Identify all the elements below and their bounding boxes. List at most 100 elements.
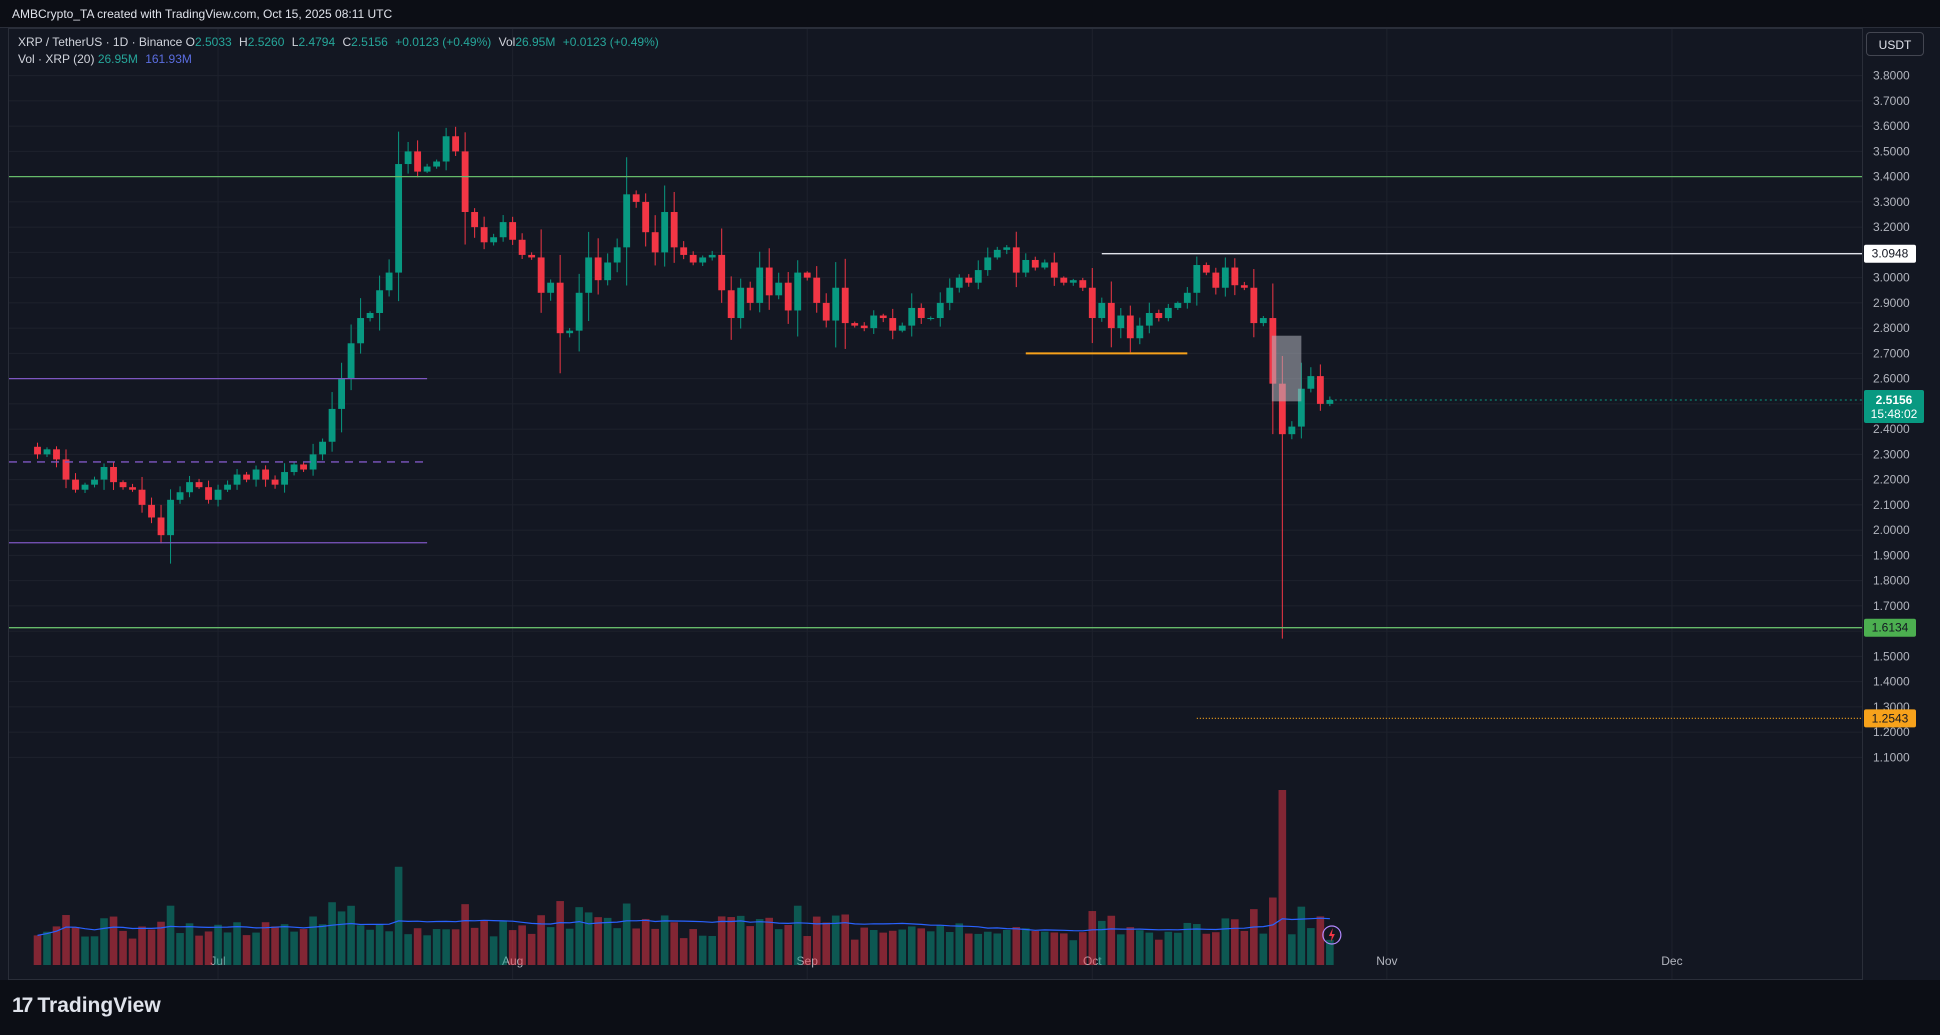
volume-bar bbox=[43, 931, 51, 965]
candle-body bbox=[290, 464, 298, 473]
candle-body bbox=[765, 267, 773, 296]
volume-bar bbox=[698, 935, 707, 965]
volume-bar bbox=[309, 916, 317, 965]
y-tick-label: 1.2000 bbox=[1873, 725, 1910, 739]
footer-bar bbox=[0, 980, 1940, 1035]
volume-bar bbox=[860, 927, 869, 965]
candle-body bbox=[338, 378, 346, 409]
volume-bar bbox=[33, 935, 42, 965]
volume-bar bbox=[100, 918, 108, 965]
volume-bar bbox=[993, 933, 1002, 965]
volume-bar bbox=[1326, 939, 1334, 965]
candle-body bbox=[1193, 265, 1201, 293]
candle-body bbox=[1250, 287, 1258, 324]
candle-body bbox=[585, 257, 593, 293]
price-chart[interactable]: 3.8000 3.7000 3.6000 3.5000 3.4000 3.3000 3.20… bbox=[0, 0, 1940, 980]
y-tick-label: 1.9000 bbox=[1873, 548, 1910, 562]
volume-bar bbox=[1107, 915, 1116, 965]
candle-body bbox=[594, 257, 602, 281]
candle-body bbox=[376, 290, 384, 313]
candle-body bbox=[1069, 280, 1077, 283]
candle-body bbox=[699, 257, 707, 263]
volume-bar bbox=[451, 929, 460, 965]
volume-bar bbox=[290, 931, 298, 965]
volume-bar bbox=[423, 935, 431, 965]
volume-bar bbox=[869, 930, 878, 965]
volume-bar bbox=[888, 930, 897, 965]
candle-body bbox=[461, 151, 469, 213]
candle-body bbox=[1117, 315, 1125, 329]
candle-body bbox=[1240, 285, 1248, 288]
volume-bar bbox=[584, 912, 593, 965]
candle-body bbox=[965, 277, 973, 283]
candle-body bbox=[537, 257, 545, 293]
x-tick-label: Dec bbox=[1661, 954, 1682, 968]
y-tick-label: 3.2000 bbox=[1873, 220, 1910, 234]
candle-body bbox=[490, 237, 498, 243]
candle-body bbox=[1107, 302, 1115, 329]
volume-bar bbox=[109, 916, 118, 965]
grid-layer bbox=[9, 29, 1862, 979]
volume-bar bbox=[204, 931, 213, 965]
brand-name: TradingView bbox=[37, 994, 161, 1017]
candle-body bbox=[110, 466, 117, 483]
chart-legend: XRP / TetherUS · 1D · Binance O2.5033 H2… bbox=[18, 34, 663, 68]
candle-body bbox=[452, 136, 460, 152]
candle-body bbox=[148, 504, 155, 518]
volume-bar bbox=[252, 932, 260, 965]
volume-bar bbox=[214, 924, 222, 965]
candle-body bbox=[575, 292, 583, 331]
volume-bar bbox=[708, 935, 716, 965]
volume-bar bbox=[812, 916, 821, 965]
candle-body bbox=[708, 254, 716, 258]
candle-body bbox=[1278, 383, 1286, 435]
volume-bar bbox=[328, 902, 336, 965]
chart-pane[interactable] bbox=[8, 28, 1863, 980]
y-tick-label: 2.6000 bbox=[1873, 372, 1910, 386]
level-price-tag bbox=[1864, 618, 1916, 637]
volume-bar bbox=[1231, 919, 1239, 965]
volume-bar bbox=[689, 929, 697, 965]
volume-bar bbox=[442, 929, 450, 965]
candle-body bbox=[737, 287, 745, 319]
level-price-label: 3.0948 bbox=[1872, 247, 1909, 261]
volume-bar bbox=[926, 931, 935, 965]
candle-body bbox=[129, 487, 136, 490]
volume-bar bbox=[461, 904, 469, 965]
volume-bar bbox=[983, 931, 992, 965]
candle-body bbox=[433, 161, 441, 167]
candle-body bbox=[1050, 262, 1058, 278]
candle-body bbox=[281, 472, 288, 485]
volume-bar bbox=[1012, 927, 1021, 965]
volume-bar bbox=[736, 915, 745, 965]
candle-body bbox=[1231, 267, 1239, 286]
legend-price-row[interactable]: XRP / TetherUS · 1D · Binance O2.5033 H2… bbox=[18, 34, 663, 51]
tradingview-brand[interactable]: 17 TradingView bbox=[12, 994, 161, 1018]
volume-bar bbox=[1088, 911, 1097, 965]
candle-body bbox=[34, 446, 41, 455]
candle-body bbox=[870, 315, 878, 329]
volume-bar bbox=[774, 929, 783, 965]
volume-bar bbox=[746, 926, 755, 965]
volume-bar bbox=[356, 925, 365, 965]
volume-bar bbox=[128, 938, 137, 965]
x-tick-label: Nov bbox=[1376, 954, 1397, 968]
volume-bar bbox=[670, 922, 678, 965]
y-tick-label: 3.4000 bbox=[1873, 170, 1910, 184]
candle-body bbox=[1164, 307, 1172, 319]
candle-body bbox=[195, 482, 203, 488]
candle-body bbox=[756, 267, 764, 303]
legend-low-label: L bbox=[291, 35, 299, 49]
candle-body bbox=[651, 232, 659, 253]
candle-body bbox=[632, 194, 640, 202]
candle-body bbox=[1031, 259, 1039, 268]
y-tick-label: 3.7000 bbox=[1873, 94, 1910, 108]
candle-body bbox=[613, 247, 621, 263]
volume-bar bbox=[974, 933, 983, 965]
volume-bar bbox=[945, 932, 954, 965]
currency-button[interactable]: USDT bbox=[1866, 32, 1924, 56]
volume-bar bbox=[242, 935, 251, 965]
legend-volume-row[interactable]: Vol · XRP (20) 26.95M 161.93M bbox=[18, 51, 663, 68]
volume-bar bbox=[917, 928, 926, 965]
candle-body bbox=[775, 282, 783, 296]
